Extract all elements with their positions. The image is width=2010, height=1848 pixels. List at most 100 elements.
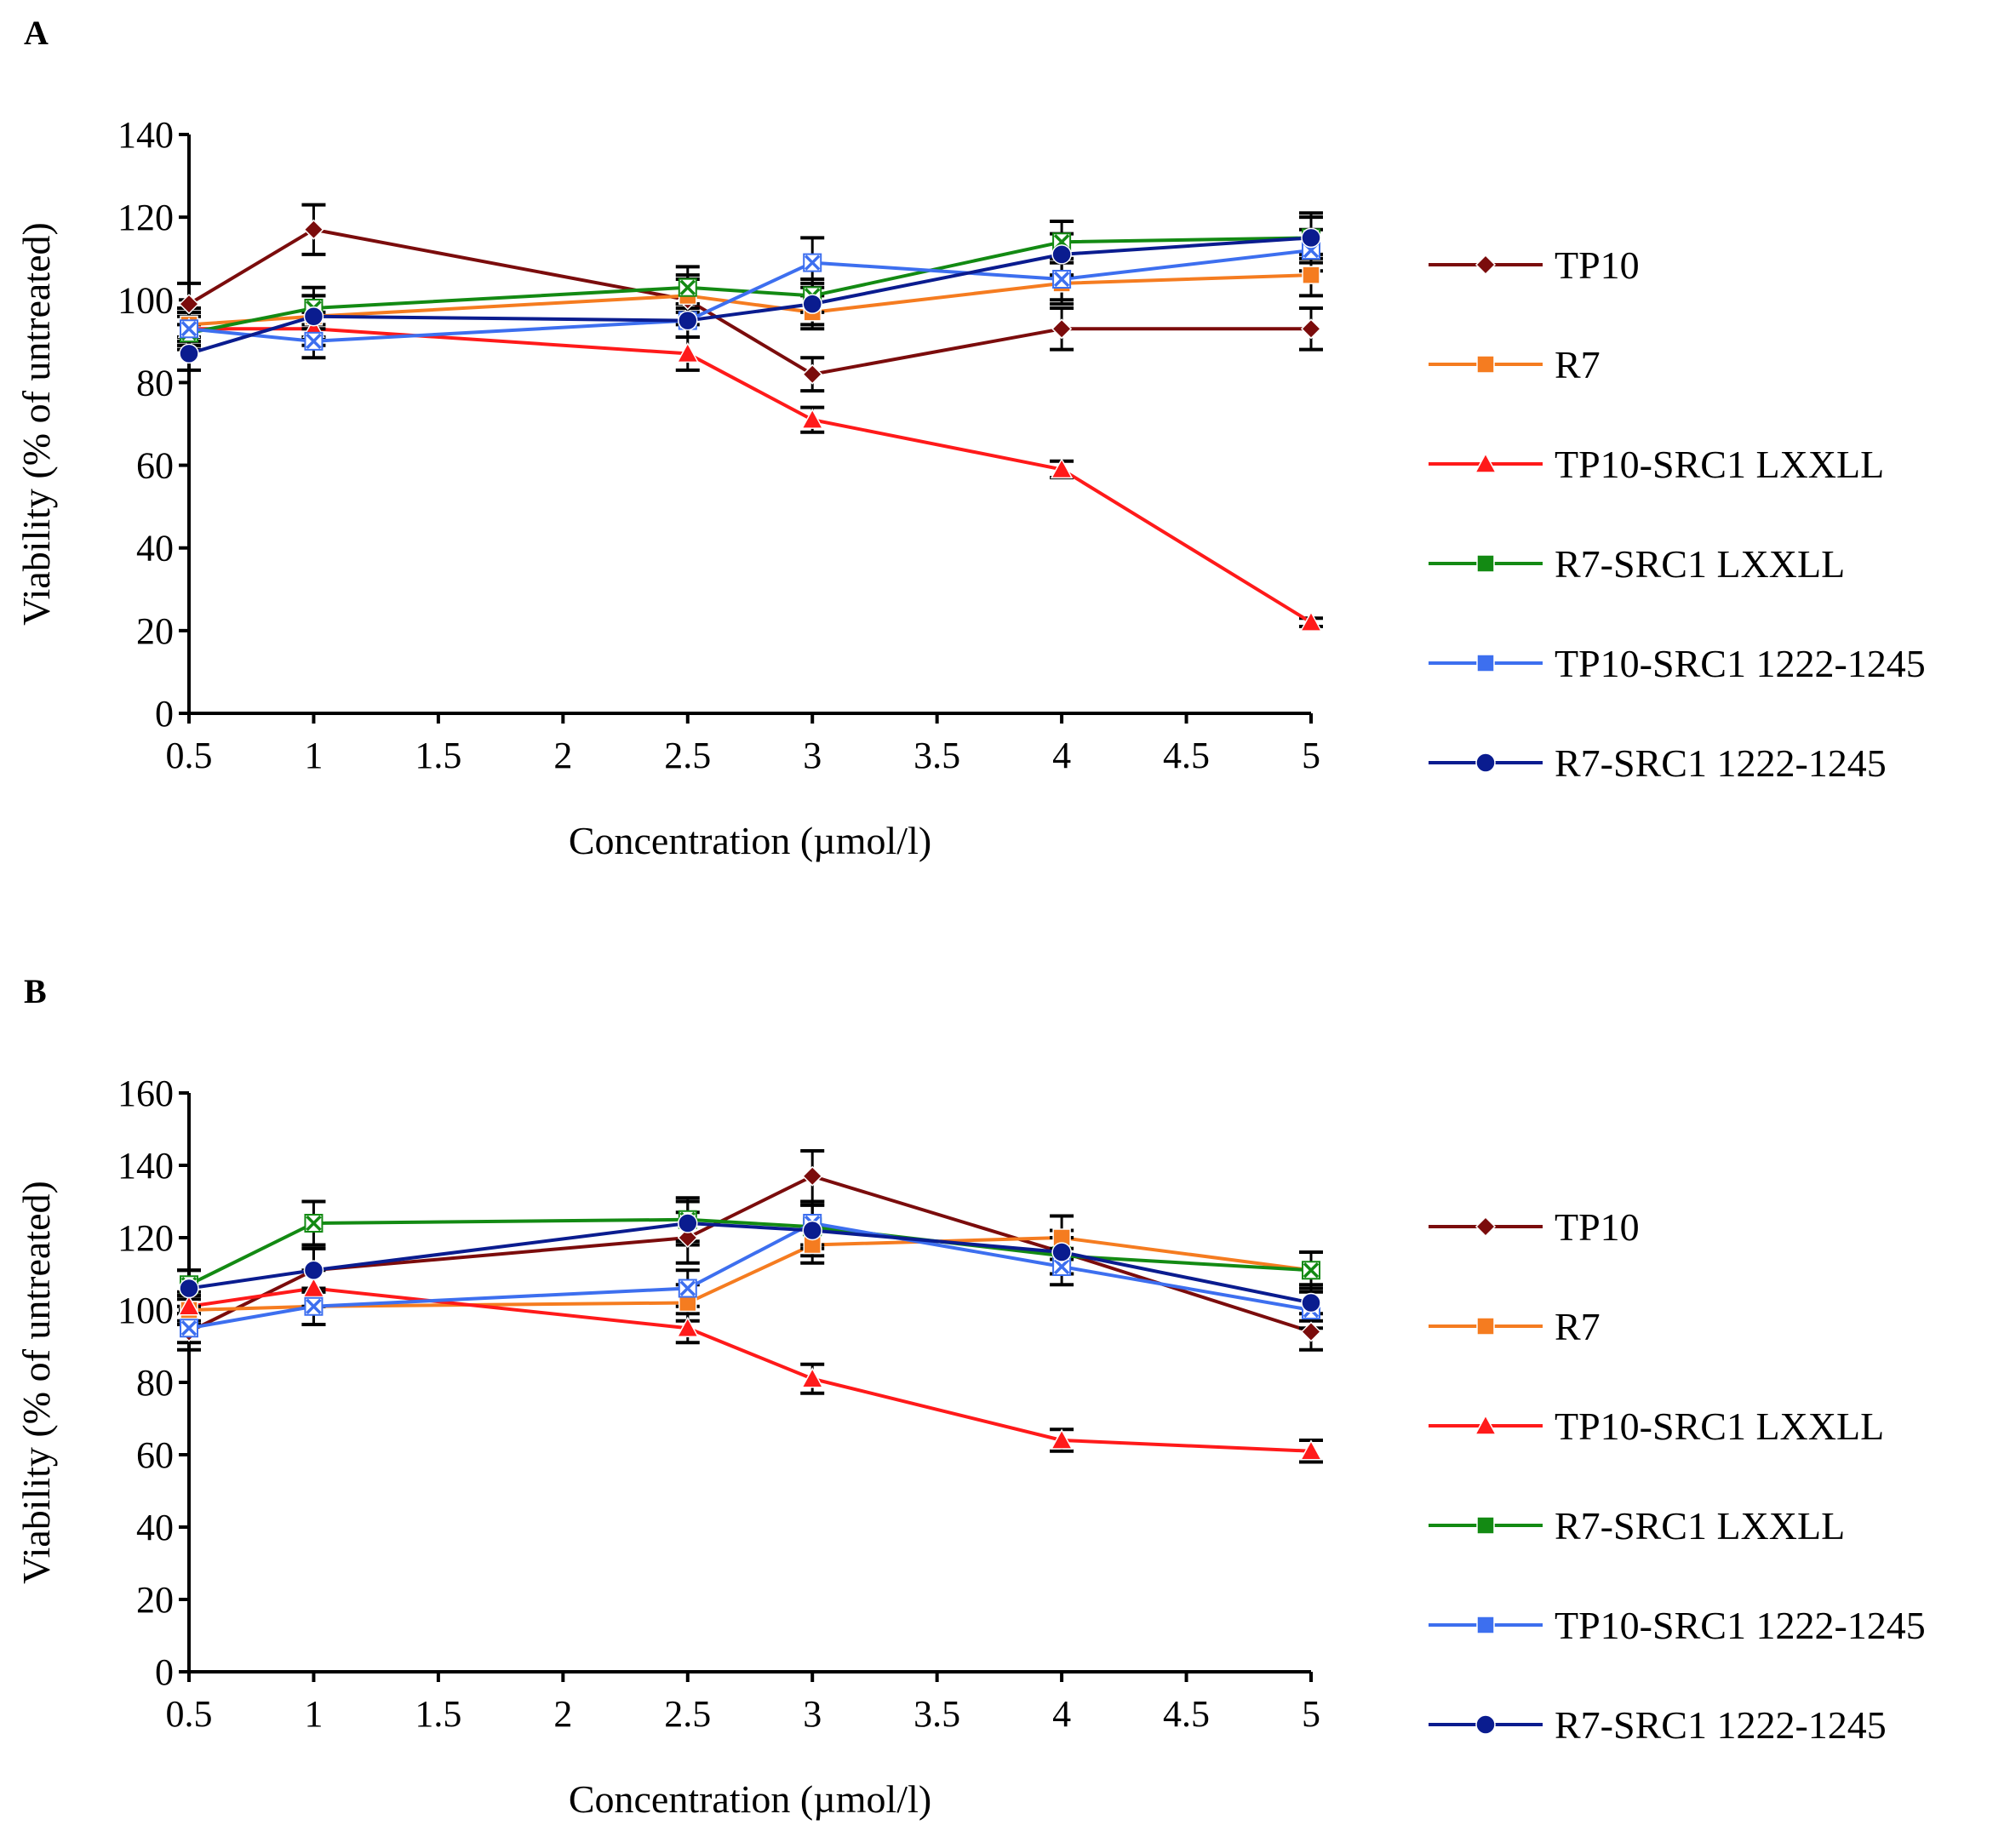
panel-b-legend: TP10 R7 TP10-SRC1 LXXLL R7-SRC1 LXXLL TP10-S…	[1429, 1205, 1926, 1747]
panel-a-y-tick-label: 0	[155, 693, 174, 735]
panel-a-x-tick-label: 3.5	[913, 735, 960, 776]
data-point	[304, 1296, 324, 1316]
legend-label: TP10	[1555, 1205, 1640, 1249]
data-point	[677, 1227, 698, 1249]
panel-a-legend: TP10 R7 TP10-SRC1 LXXLL R7-SRC1 LXXLL TP10-S…	[1429, 243, 1926, 785]
legend-label: R7	[1555, 343, 1601, 386]
panel-a-x-tick-label: 5	[1302, 735, 1320, 776]
data-point	[678, 1279, 697, 1298]
panel-a-x-tick-label: 2	[553, 735, 572, 776]
panel-a-x-tick-label: 1	[304, 735, 323, 776]
data-point	[179, 343, 199, 364]
data-point	[676, 1316, 700, 1337]
panel-b-x-tick-label: 1	[304, 1693, 323, 1735]
data-point	[802, 1165, 823, 1187]
legend-item-r7: R7	[1429, 1305, 1601, 1348]
legend-item-tp10: TP10	[1429, 1205, 1640, 1249]
panel-a-y-axis-title: Viability (% of untreated)	[14, 222, 58, 626]
data-point	[303, 306, 324, 327]
legend-item-tp10: TP10	[1429, 243, 1640, 287]
legend-label: TP10-SRC1 LXXLL	[1555, 1405, 1884, 1448]
panel-a-y-tick-label: 100	[117, 279, 174, 321]
series-line-tp10	[187, 227, 1311, 376]
legend-marker	[1476, 654, 1495, 672]
data-point	[302, 1276, 325, 1298]
data-point	[1051, 318, 1073, 340]
legend-marker	[1474, 452, 1497, 473]
panel-a-series-tp10-src1-lxxll	[177, 310, 1323, 628]
panel-b-x-tick-label: 3	[803, 1693, 822, 1735]
panel-b-x-tick-label: 1.5	[415, 1693, 461, 1735]
panel-a-y-tick-label: 40	[136, 528, 174, 569]
panel-b-y-tick-label: 60	[136, 1434, 174, 1476]
data-point	[678, 1213, 698, 1233]
legend-item-r7-src1-1222-1245: R7-SRC1 1222-1245	[1429, 1703, 1887, 1747]
legend-label: TP10-SRC1 LXXLL	[1555, 443, 1884, 486]
panel-b-y-tick-label: 120	[117, 1217, 174, 1259]
data-point	[1300, 318, 1322, 340]
panel-b-x-tick-label: 5	[1302, 1693, 1320, 1735]
panel-label-b: B	[24, 972, 47, 1010]
data-point	[1302, 266, 1320, 284]
panel-b-y-tick-label: 160	[117, 1073, 174, 1114]
legend-marker	[1476, 355, 1495, 374]
panel-a-y-tick-label: 80	[136, 362, 174, 403]
series-line-r7-src1-lxxll	[188, 236, 1312, 335]
panel-b-x-tick-label: 4.5	[1163, 1693, 1210, 1735]
data-point	[180, 319, 198, 339]
panel-a-x-tick-label: 0.5	[166, 735, 213, 776]
data-point	[1050, 1428, 1074, 1450]
series-line-r7-src1-1222-1245	[188, 236, 1312, 356]
data-point	[1301, 1292, 1321, 1313]
data-point	[179, 1278, 199, 1299]
data-point	[802, 294, 822, 314]
panel-a-series-tp10	[177, 203, 1323, 393]
legend-marker	[1476, 1516, 1495, 1535]
data-point	[676, 341, 700, 363]
legend-item-r7-src1-lxxll: R7-SRC1 LXXLL	[1429, 542, 1845, 586]
legend-label: R7-SRC1 1222-1245	[1555, 1703, 1887, 1747]
data-point	[678, 310, 698, 331]
legend-item-tp10-src1-1222-1245: TP10-SRC1 1222-1245	[1429, 642, 1926, 685]
legend-marker	[1476, 554, 1495, 573]
data-point	[1301, 227, 1321, 249]
data-point	[1299, 610, 1323, 632]
panel-a-x-axis-title: Concentration (µmol/l)	[569, 819, 931, 862]
data-point	[1051, 244, 1072, 265]
series-line-tp10-src1-1222-1245	[188, 249, 1312, 343]
panel-a-y-tick-label: 20	[136, 610, 174, 652]
series-line-r7	[188, 1236, 1312, 1312]
legend-label: R7	[1555, 1305, 1601, 1348]
data-point	[803, 253, 822, 272]
panel-a-y-tick-label: 60	[136, 445, 174, 487]
legend-marker	[1475, 1216, 1497, 1238]
legend-label: TP10-SRC1 1222-1245	[1555, 642, 1926, 685]
legend-label: R7-SRC1 LXXLL	[1555, 542, 1845, 586]
legend-marker	[1476, 1317, 1495, 1336]
panel-b-series-tp10-src1-lxxll	[177, 1268, 1323, 1464]
panel-a-x-tick-label: 4	[1052, 735, 1071, 776]
legend-marker	[1475, 1714, 1496, 1735]
panel-a-x-tick-label: 1.5	[415, 735, 461, 776]
legend-item-tp10-src1-lxxll: TP10-SRC1 LXXLL	[1429, 1405, 1884, 1448]
panel-b-y-tick-label: 0	[155, 1651, 174, 1693]
panel-a-x-tick-label: 3	[803, 735, 822, 776]
panel-b-x-tick-label: 2	[553, 1693, 572, 1735]
legend-item-r7: R7	[1429, 343, 1601, 386]
legend-marker	[1475, 254, 1497, 276]
data-point	[303, 219, 324, 240]
series-line-tp10-src1-lxxll	[188, 1286, 1312, 1453]
legend-label: TP10	[1555, 243, 1640, 287]
series-line-r7-src1-1222-1245	[188, 1222, 1312, 1305]
legend-label: R7-SRC1 LXXLL	[1555, 1504, 1845, 1548]
data-point	[802, 1220, 822, 1241]
data-point	[678, 277, 697, 297]
panel-b-y-axis-title: Viability (% of untreated)	[14, 1181, 58, 1584]
series-line-r7-src1-lxxll	[188, 1217, 1312, 1287]
panel-b-x-tick-label: 3.5	[913, 1693, 960, 1735]
series-line-tp10-src1-1222-1245	[188, 1222, 1312, 1330]
panel-b-y-tick-label: 140	[117, 1145, 174, 1187]
data-point	[304, 1214, 324, 1233]
data-point	[1052, 270, 1072, 289]
